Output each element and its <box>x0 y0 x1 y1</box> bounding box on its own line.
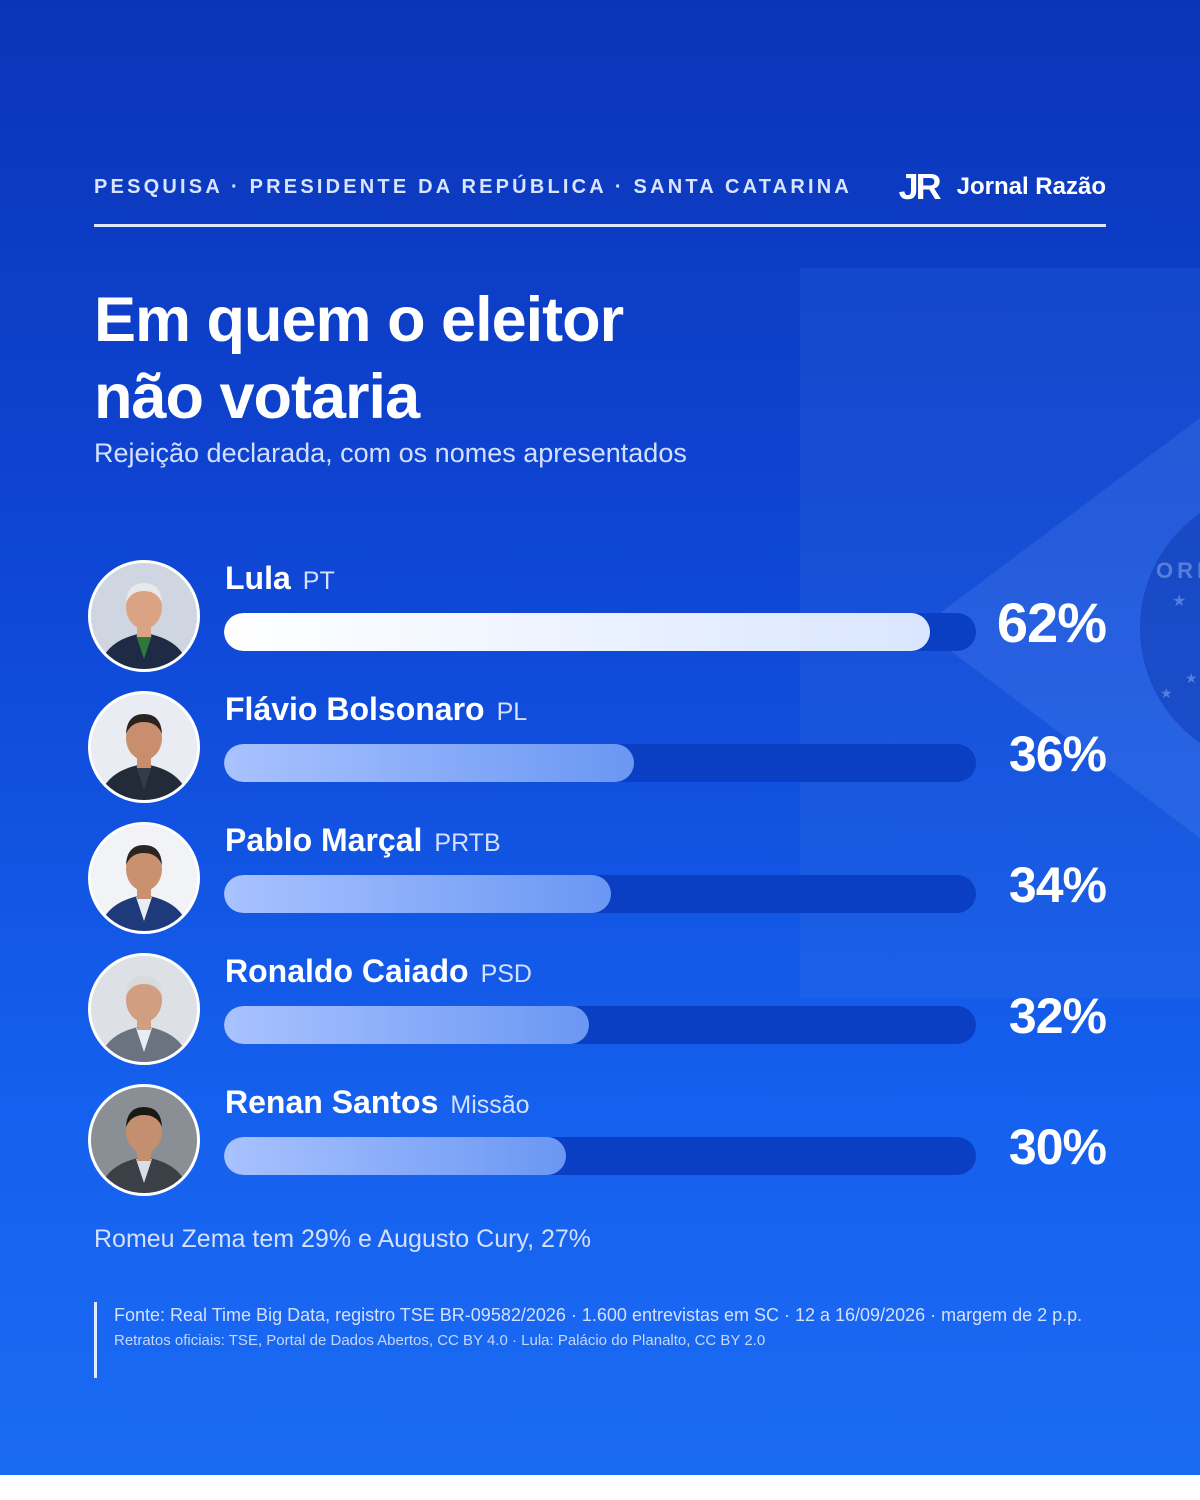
title-line-1: Em quem o eleitor <box>94 285 624 355</box>
title-line-2: não votaria <box>94 362 420 432</box>
bar <box>224 744 634 782</box>
bar <box>224 1006 589 1044</box>
bar-track <box>224 613 976 651</box>
header-bar: PESQUISA · PRESIDENTE DA REPÚBLICA · SAN… <box>94 167 1106 227</box>
avatar <box>88 822 200 934</box>
bar <box>224 613 930 651</box>
bar-track <box>224 1137 976 1175</box>
candidate-label: Lula PT <box>225 560 335 600</box>
avatar <box>88 1084 200 1196</box>
bar <box>224 1137 566 1175</box>
candidate-party: PT <box>302 567 335 595</box>
credits-line: Retratos oficiais: TSE, Portal de Dados … <box>114 1332 766 1349</box>
svg-text:★: ★ <box>1172 591 1186 610</box>
footnote: Romeu Zema tem 29% e Augusto Cury, 27% <box>94 1225 591 1253</box>
source-line: Fonte: Real Time Big Data, registro TSE … <box>114 1305 1083 1325</box>
avatar <box>88 691 200 803</box>
kicker-label: PESQUISA · PRESIDENTE DA REPÚBLICA · SAN… <box>94 176 853 198</box>
candidate-row: Pablo Marçal PRTB 34% <box>0 822 1200 953</box>
candidate-label: Pablo Marçal PRTB <box>225 822 501 862</box>
candidate-name: Pablo Marçal <box>225 822 423 858</box>
value-label: 32% <box>1008 988 1107 1044</box>
brand-name: Jornal Razão <box>956 173 1106 200</box>
brand: JR Jornal Razão <box>899 167 1106 207</box>
candidate-row: Lula PT 62% <box>0 560 1200 691</box>
subtitle: Rejeição declarada, com os nomes apresen… <box>94 438 687 468</box>
candidate-row: Ronaldo Caiado PSD 32% <box>0 953 1200 1084</box>
bar <box>224 875 611 913</box>
candidate-row: Renan Santos Missão 30% <box>0 1084 1200 1215</box>
value-label: 30% <box>1008 1119 1107 1175</box>
candidate-name: Renan Santos <box>225 1084 439 1120</box>
value-label: 36% <box>1008 726 1107 782</box>
candidate-party: PL <box>496 698 528 726</box>
bar-track <box>224 1006 976 1044</box>
bar-track <box>224 744 976 782</box>
bar-track <box>224 875 976 913</box>
candidate-party: PRTB <box>434 829 501 857</box>
brand-logo: JR <box>898 166 942 207</box>
candidate-party: Missão <box>450 1091 530 1119</box>
candidate-label: Ronaldo Caiado PSD <box>225 953 532 993</box>
svg-text:★: ★ <box>1185 671 1198 687</box>
candidate-name: Lula <box>225 560 291 596</box>
svg-text:★: ★ <box>1160 686 1173 702</box>
value-label: 62% <box>996 591 1107 654</box>
source-block: Fonte: Real Time Big Data, registro TSE … <box>94 1302 1082 1378</box>
candidate-name: Flávio Bolsonaro <box>225 691 485 727</box>
candidate-party: PSD <box>480 960 532 988</box>
page-title: Em quem o eleitor não votaria <box>94 282 814 436</box>
svg-text:ORDEM: ORDEM <box>1156 558 1200 583</box>
avatar <box>88 560 200 672</box>
candidate-name: Ronaldo Caiado <box>225 953 469 989</box>
value-label: 34% <box>1008 857 1107 913</box>
candidate-label: Flávio Bolsonaro PL <box>225 691 527 731</box>
candidate-row: Flávio Bolsonaro PL 36% <box>0 691 1200 822</box>
avatar <box>88 953 200 1065</box>
candidate-label: Renan Santos Missão <box>225 1084 530 1124</box>
